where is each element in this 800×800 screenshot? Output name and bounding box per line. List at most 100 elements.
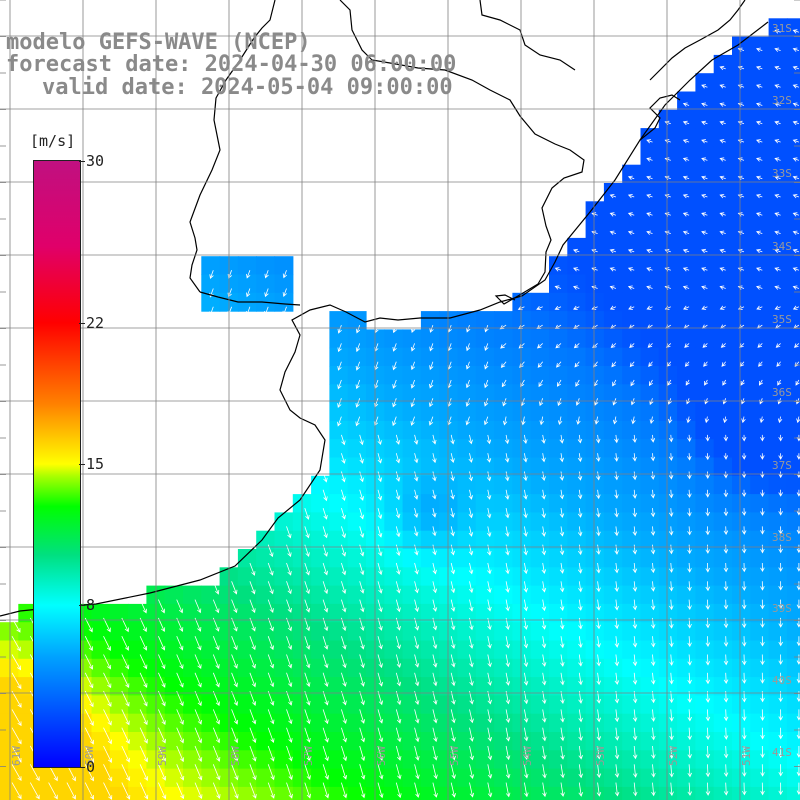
wind-arrow xyxy=(646,267,653,272)
wind-arrow xyxy=(668,489,674,499)
wind-arrow xyxy=(212,599,220,614)
wind-cell xyxy=(347,549,367,568)
wind-cell xyxy=(658,109,678,129)
wind-arrow xyxy=(103,709,112,726)
wind-arrow xyxy=(573,305,580,310)
wind-cell xyxy=(0,677,19,696)
wind-arrow xyxy=(774,212,781,217)
wind-arrow xyxy=(796,581,800,591)
wind-arrow xyxy=(560,709,565,723)
wind-arrow xyxy=(682,175,690,180)
wind-arrow xyxy=(377,782,384,799)
wind-arrow xyxy=(577,526,583,537)
wind-cell xyxy=(786,494,800,513)
colorbar-tick-label: 0 xyxy=(86,758,96,776)
wind-cell xyxy=(237,567,257,587)
wind-arrow xyxy=(559,453,564,463)
wind-arrow xyxy=(395,672,402,687)
wind-arrow xyxy=(469,599,474,612)
wind-cell xyxy=(237,256,257,276)
wind-arrow xyxy=(304,709,311,725)
wind-arrow xyxy=(687,672,692,685)
wind-cell xyxy=(768,256,788,276)
wind-cell xyxy=(366,640,385,660)
wind-cell xyxy=(567,256,587,276)
wind-cell xyxy=(640,658,660,678)
wind-cell xyxy=(457,768,477,788)
wind-cell xyxy=(786,457,800,477)
wind-arrow xyxy=(723,489,729,498)
wind-arrow xyxy=(632,672,638,685)
wind-arrow xyxy=(760,745,765,759)
wind-arrow xyxy=(450,434,455,445)
wind-arrow xyxy=(778,617,783,628)
wind-cell xyxy=(640,146,660,166)
wind-cell xyxy=(237,549,257,568)
wind-cell xyxy=(494,695,513,715)
wind-arrow xyxy=(775,343,781,348)
wind-cell xyxy=(567,786,587,800)
wind-cell xyxy=(732,603,751,623)
wind-arrow xyxy=(760,727,765,740)
wind-arrow xyxy=(450,654,456,668)
wind-arrow xyxy=(704,379,709,386)
wind-cell xyxy=(512,549,532,568)
wind-cell xyxy=(530,695,550,715)
wind-arrow xyxy=(29,782,40,800)
wind-arrow xyxy=(523,526,528,537)
wind-cell xyxy=(402,622,422,642)
wind-arrow xyxy=(609,212,617,217)
wind-cell xyxy=(549,439,568,459)
lon-label: 58W xyxy=(229,746,242,766)
wind-cell xyxy=(18,732,38,751)
wind-arrow xyxy=(410,361,416,371)
wind-arrow xyxy=(687,453,692,461)
wind-arrow xyxy=(723,654,729,666)
wind-cell xyxy=(329,695,349,715)
wind-arrow xyxy=(560,654,565,667)
wind-cell xyxy=(750,732,770,751)
wind-cell xyxy=(457,402,477,422)
wind-cell xyxy=(549,457,568,477)
wind-arrow xyxy=(450,562,456,575)
wind-arrow xyxy=(792,230,800,235)
wind-cell xyxy=(420,475,440,495)
wind-cell xyxy=(713,549,733,568)
wind-cell xyxy=(128,677,147,696)
wind-arrow xyxy=(322,599,329,613)
wind-cell xyxy=(750,457,770,477)
wind-arrow xyxy=(650,526,656,536)
wind-cell xyxy=(768,366,788,385)
wind-arrow xyxy=(741,672,747,684)
wind-arrow xyxy=(121,672,130,689)
wind-cell xyxy=(36,768,56,788)
wind-cell xyxy=(677,530,696,550)
wind-arrow xyxy=(176,599,184,614)
wind-arrow xyxy=(650,453,656,462)
wind-arrow xyxy=(377,489,383,501)
wind-arrow xyxy=(741,562,747,573)
wind-arrow xyxy=(341,434,346,446)
wind-arrow xyxy=(84,709,94,726)
wind-cell xyxy=(402,549,422,568)
lon-label: 56W xyxy=(375,746,388,766)
wind-arrow xyxy=(450,709,456,724)
wind-cell xyxy=(329,420,349,440)
wind-arrow xyxy=(487,636,492,649)
wind-arrow xyxy=(103,727,112,745)
wind-cell xyxy=(695,713,715,733)
wind-arrow xyxy=(304,782,311,799)
wind-arrow xyxy=(158,672,166,688)
wind-arrow xyxy=(523,581,528,593)
wind-arrow xyxy=(450,727,456,742)
wind-arrow xyxy=(322,764,329,780)
wind-cell xyxy=(274,677,294,696)
wind-cell xyxy=(201,585,221,605)
wind-arrow xyxy=(523,654,529,668)
wind-arrow xyxy=(395,709,402,724)
wind-cell xyxy=(164,713,184,733)
lon-label: 57W xyxy=(302,746,315,766)
wind-arrow xyxy=(158,764,167,781)
wind-cell xyxy=(622,585,642,605)
wind-cell xyxy=(750,768,770,788)
